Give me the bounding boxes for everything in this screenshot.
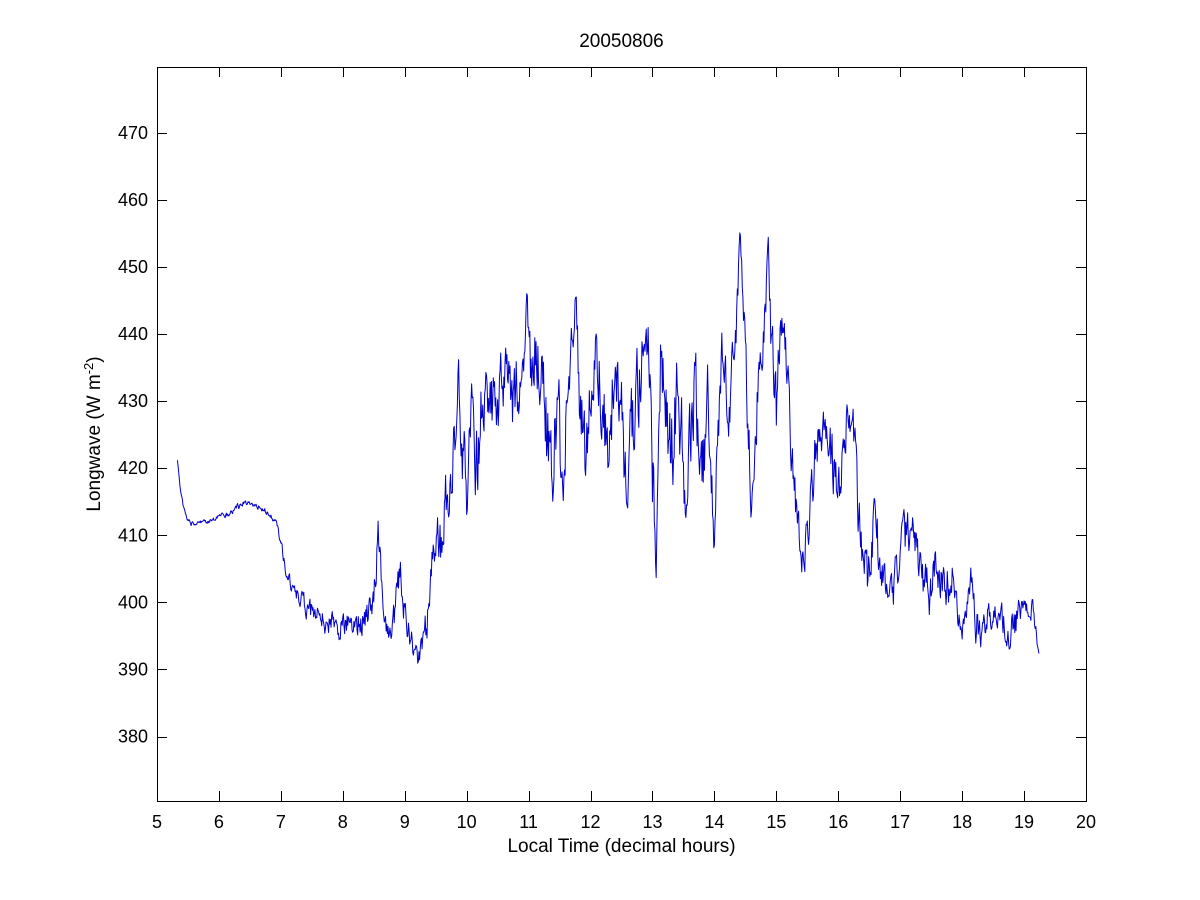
x-tick-label: 14 [704,812,724,832]
y-axis-label-main: Longwave (W m [84,374,105,512]
y-tick-label: 450 [118,257,148,277]
longwave-series-line [176,232,1040,664]
x-axis-label: Local Time (decimal hours) [507,836,736,857]
x-tick-label: 5 [152,812,162,832]
x-tick-label: 17 [890,812,910,832]
y-tick-label: 440 [118,324,148,344]
x-tick-label: 13 [642,812,662,832]
x-tick-label: 11 [519,812,538,832]
y-tick-label: 390 [118,659,148,679]
x-tick-label: 8 [338,812,348,832]
y-axis-label-superscript: -2 [81,362,96,375]
y-axis-label: Longwave (W m-2) [81,356,106,512]
y-tick-label: 410 [118,525,148,545]
x-tick-label: 7 [276,812,286,832]
x-tick-label: 6 [214,812,224,832]
x-tick-label: 12 [581,812,601,832]
y-tick-label: 420 [118,458,148,478]
x-tick-label: 18 [952,812,972,832]
chart-title: 20050806 [579,31,664,52]
y-tick-label: 470 [118,123,148,143]
y-tick-label: 430 [118,391,148,411]
x-tick-label: 20 [1076,812,1096,832]
x-tick-label: 15 [766,812,786,832]
y-tick-label: 380 [118,727,148,747]
x-tick-label: 19 [1014,812,1034,832]
x-tick-label: 16 [828,812,848,832]
x-tick-label: 10 [457,812,477,832]
axes-box [157,67,1087,802]
y-tick-label: 460 [118,190,148,210]
x-tick-label: 9 [400,812,410,832]
y-tick-label: 400 [118,592,148,612]
